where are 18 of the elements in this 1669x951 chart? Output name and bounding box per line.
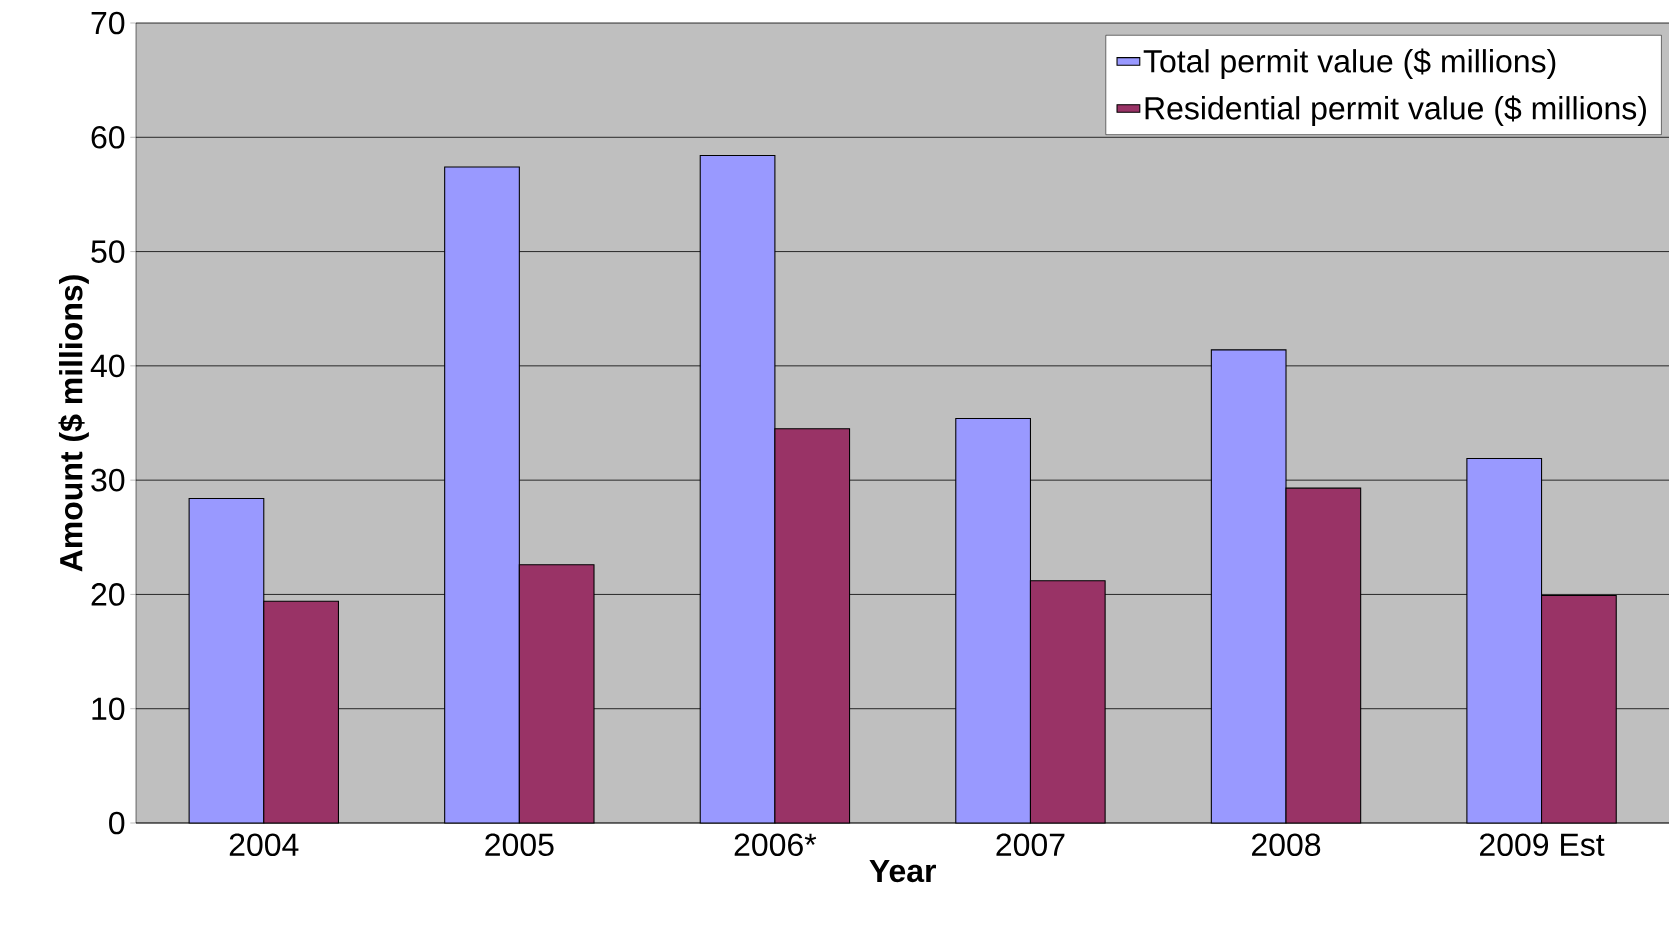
- legend-label: Total permit value ($ millions): [1143, 48, 1556, 79]
- y-tick-label: 10: [92, 697, 125, 721]
- y-tick-label: 30: [91, 468, 125, 492]
- x-tick-label: 2005: [485, 833, 554, 857]
- x-tick-label: 2008: [1252, 833, 1321, 857]
- legend-label: Residential permit value ($ millions): [1145, 95, 1646, 126]
- y-tick-label: 60: [91, 125, 125, 149]
- x-tick-label: 2009 Est: [1480, 833, 1605, 857]
- y-tick-label: 40: [90, 354, 125, 378]
- x-tick-label: 2004: [229, 833, 299, 857]
- x-tick-label: 2006*: [734, 833, 817, 857]
- y-tick-label: 20: [91, 583, 125, 606]
- x-axis-title: Year: [869, 859, 936, 883]
- y-tick-label: 50: [91, 240, 125, 263]
- x-tick-label: 2007: [996, 833, 1065, 857]
- y-tick-label: 0: [109, 811, 125, 835]
- y-tick-label: 70: [91, 11, 125, 35]
- y-axis-title: Amount ($ millions): [58, 275, 89, 572]
